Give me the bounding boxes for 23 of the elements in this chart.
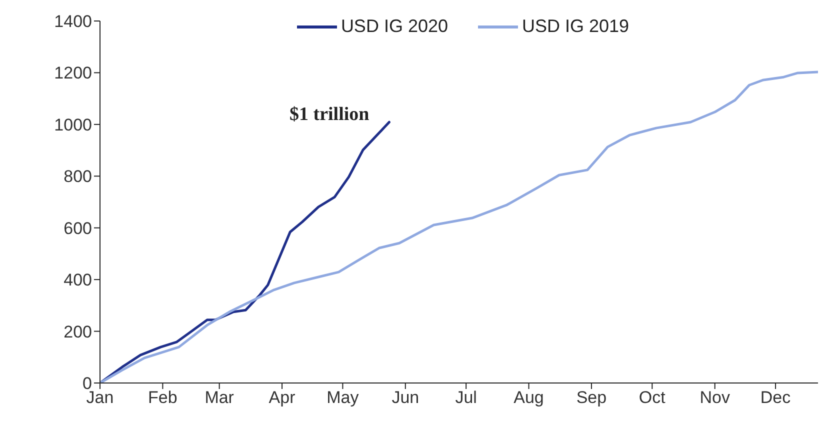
x-tick-label: Sep — [576, 388, 607, 408]
legend-label: USD IG 2019 — [522, 16, 630, 37]
y-tick-label: 1200 — [54, 64, 92, 83]
x-tick-label: Jan — [86, 388, 114, 408]
x-tick-label: Oct — [638, 388, 666, 408]
y-tick-label: 200 — [64, 322, 92, 342]
y-tick-label: 1400 — [54, 12, 92, 32]
x-tick-label: May — [326, 388, 360, 408]
x-tick-label: Nov — [700, 388, 730, 408]
x-tick-label: Jul — [455, 388, 477, 408]
annotation: $1 trillion — [290, 104, 370, 126]
y-tick-label: 1000 — [54, 115, 92, 134]
x-tick-label: Dec — [760, 388, 792, 408]
x-tick-label: Mar — [204, 388, 234, 408]
x-tick-label: Jun — [392, 388, 420, 408]
x-tick-label: Apr — [268, 388, 296, 408]
y-tick-label: 800 — [64, 167, 92, 186]
legend-label: USD IG 2020 — [340, 16, 448, 37]
x-tick-label: Aug — [514, 388, 544, 408]
x-tick-label: Feb — [148, 388, 178, 408]
line-series — [100, 120, 390, 383]
y-tick-label: 600 — [64, 218, 92, 238]
y-tick-label: 400 — [64, 270, 92, 290]
